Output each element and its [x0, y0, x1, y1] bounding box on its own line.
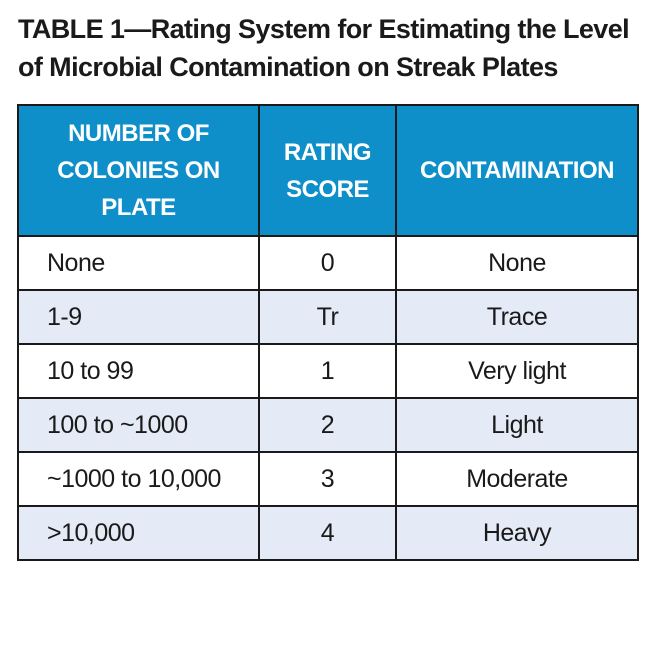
cell-colonies: >10,000	[17, 505, 260, 561]
rating-table: NUMBER OF COLONIES ON PLATE RATING SCORE…	[17, 104, 639, 561]
cell-score: 3	[258, 451, 397, 507]
table-row: >10,000 4 Heavy	[17, 505, 639, 561]
cell-score: 4	[258, 505, 397, 561]
header-rating-score: RATING SCORE	[258, 104, 397, 237]
cell-score: 0	[258, 235, 397, 291]
cell-contamination: None	[395, 235, 639, 291]
cell-contamination: Moderate	[395, 451, 639, 507]
cell-contamination: Trace	[395, 289, 639, 345]
table-row: 100 to ~1000 2 Light	[17, 397, 639, 453]
table-title-line-2: of Microbial Contamination on Streak Pla…	[18, 52, 558, 82]
header-row: NUMBER OF COLONIES ON PLATE RATING SCORE…	[17, 104, 639, 237]
cell-colonies: None	[17, 235, 260, 291]
cell-colonies: 10 to 99	[17, 343, 260, 399]
table-row: None 0 None	[17, 235, 639, 291]
header-number-of-colonies: NUMBER OF COLONIES ON PLATE	[17, 104, 260, 237]
cell-contamination: Very light	[395, 343, 639, 399]
cell-score: 2	[258, 397, 397, 453]
table-row: ~1000 to 10,000 3 Moderate	[17, 451, 639, 507]
table-title-line-1: TABLE 1—Rating System for Estimating the…	[18, 14, 630, 44]
cell-colonies: 100 to ~1000	[17, 397, 260, 453]
table-title: TABLE 1—Rating System for Estimating the…	[18, 10, 648, 86]
cell-colonies: ~1000 to 10,000	[17, 451, 260, 507]
cell-score: Tr	[258, 289, 397, 345]
table-row: 1-9 Tr Trace	[17, 289, 639, 345]
cell-colonies: 1-9	[17, 289, 260, 345]
cell-score: 1	[258, 343, 397, 399]
header-contamination: CONTAMINATION	[395, 104, 639, 237]
table-row: 10 to 99 1 Very light	[17, 343, 639, 399]
cell-contamination: Light	[395, 397, 639, 453]
cell-contamination: Heavy	[395, 505, 639, 561]
